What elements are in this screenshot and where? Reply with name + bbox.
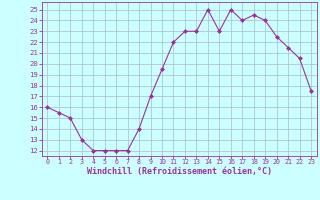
X-axis label: Windchill (Refroidissement éolien,°C): Windchill (Refroidissement éolien,°C) bbox=[87, 167, 272, 176]
